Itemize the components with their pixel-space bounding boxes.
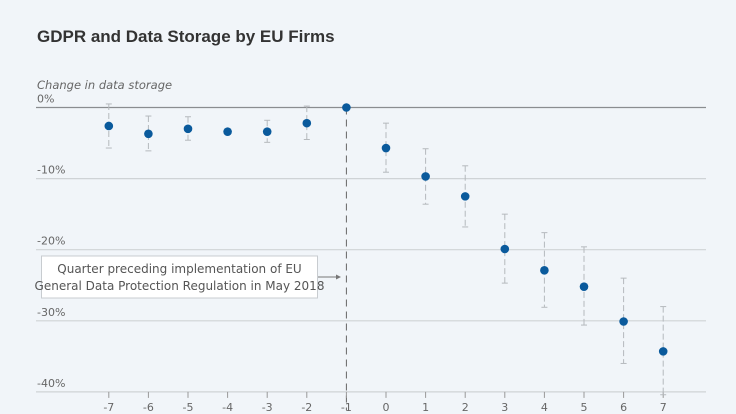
data-point [540,266,549,275]
y-tick-label: -20% [37,235,65,248]
data-point [579,282,589,291]
x-tick-label: 1 [422,401,429,414]
data-point [144,129,153,139]
data-point [658,347,668,356]
data-point [500,244,510,254]
data-point [460,192,470,201]
x-tick-label: -1 [341,401,352,414]
data-point [104,121,114,131]
data-point [421,172,430,181]
annotation-text-line2: General Data Protection Regulation in Ma… [35,279,325,293]
y-axis-label: Change in data storage [37,78,172,92]
data-point [223,127,232,136]
x-tick-label: 4 [541,401,548,414]
x-tick-label: 0 [383,401,390,414]
chart-title: GDPR and Data Storage by EU Firms [37,27,335,46]
x-tick-label: -4 [222,401,233,414]
x-tick-label: -6 [143,401,154,414]
data-point [381,143,391,153]
x-tick-label: -7 [103,401,114,414]
x-tick-label: 5 [581,401,588,414]
y-tick-label: -30% [37,306,65,319]
x-tick-label: 6 [620,401,627,414]
x-tick-label: -2 [301,401,312,414]
x-tick-label: -5 [183,401,194,414]
data-point [183,124,193,134]
x-tick-label: 2 [462,401,469,414]
annotation-arrowhead [336,274,341,280]
data-point [262,127,272,136]
annotation-box [41,255,318,299]
annotation-text-line1: Quarter preceding implementation of EU [57,262,301,276]
data-point [619,317,628,326]
y-tick-label: -10% [37,164,65,177]
y-tick-label: 0% [37,93,54,106]
x-tick-label: -3 [262,401,273,414]
x-tick-label: 7 [660,401,667,414]
data-point [302,118,312,128]
data-point [342,103,351,112]
x-tick-label: 3 [501,401,508,414]
y-tick-label: -40% [37,377,65,390]
